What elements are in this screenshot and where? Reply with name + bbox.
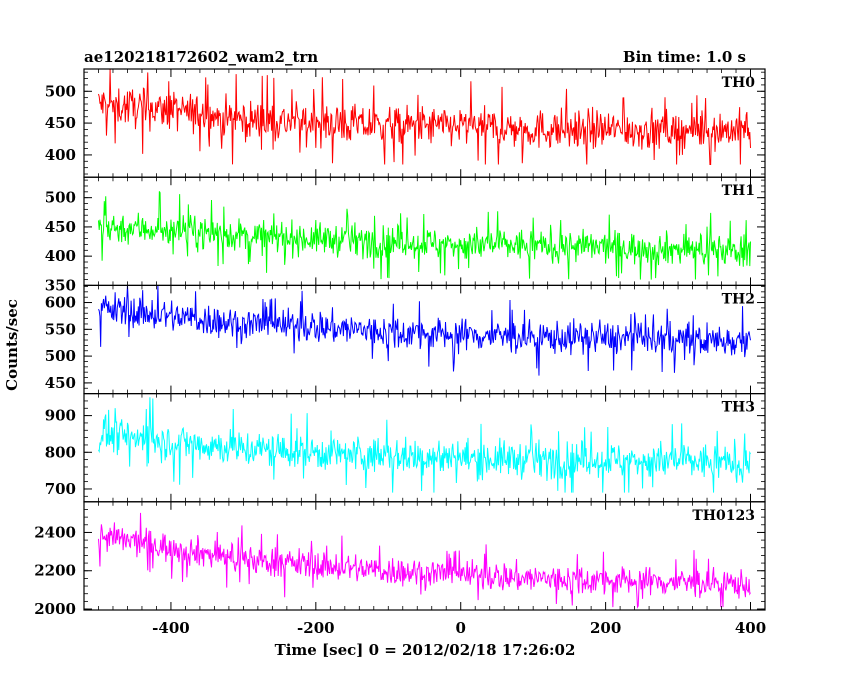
panel-th2: 450 500 550 600 TH2 — [45, 284, 766, 395]
y-tick-label: 500 — [45, 189, 76, 207]
series-line-th0 — [98, 69, 752, 165]
y-tick-label: 800 — [45, 443, 76, 461]
series-line-th1 — [97, 191, 752, 280]
y-tick-label: 400 — [45, 247, 76, 265]
series-line-th0123 — [97, 512, 751, 609]
panel-th1: 350 400 450 500 TH1 — [45, 176, 766, 294]
y-tick-label: 2200 — [34, 562, 76, 580]
panels-group: 400 450 500 TH0 350 400 450 500 TH1 450 500 550 600 T… — [34, 68, 766, 637]
panel-label-th0123: TH0123 — [692, 508, 755, 524]
y-tick-label: 2400 — [34, 523, 76, 541]
series-line-th2 — [98, 285, 752, 376]
bin-time-label: Bin time: 1.0 s — [623, 48, 746, 66]
y-tick-label: 2000 — [34, 600, 76, 618]
y-tick-label: 700 — [45, 480, 76, 498]
x-tick-label: 200 — [590, 619, 621, 637]
x-tick-label: -200 — [297, 619, 335, 637]
y-tick-label: 550 — [45, 320, 76, 338]
panel-frame — [83, 501, 766, 611]
x-tick-label: -400 — [152, 619, 190, 637]
y-tick-label: 900 — [45, 407, 76, 425]
y-tick-label: 450 — [45, 374, 76, 392]
chart-title: ae120218172602_wam2_trn — [84, 48, 318, 66]
panel-label-th1: TH1 — [722, 183, 755, 199]
panel-label-th3: TH3 — [722, 400, 755, 416]
y-tick-label: 400 — [45, 146, 76, 164]
y-tick-label: 500 — [45, 82, 76, 100]
x-axis-title: Time [sec] 0 = 2012/02/18 17:26:02 — [275, 641, 576, 659]
panel-th0123: 2000 2200 2400 TH0123 — [34, 501, 766, 618]
y-tick-label: 350 — [45, 276, 76, 294]
panel-label-th2: TH2 — [722, 291, 755, 307]
y-tick-label: 500 — [45, 347, 76, 365]
panel-label-th0: TH0 — [722, 75, 756, 91]
y-tick-label: 450 — [45, 114, 76, 132]
series-line-th3 — [98, 397, 751, 493]
panel-th3: 700 800 900 TH3 — [45, 393, 766, 503]
x-tick-label: 0 — [456, 619, 466, 637]
panel-th0: 400 450 500 TH0 — [45, 68, 766, 178]
y-tick-label: 450 — [45, 218, 76, 236]
y-tick-label: 600 — [45, 294, 76, 312]
x-tick-label: 400 — [735, 619, 766, 637]
y-axis-title: Counts/sec — [3, 299, 21, 391]
